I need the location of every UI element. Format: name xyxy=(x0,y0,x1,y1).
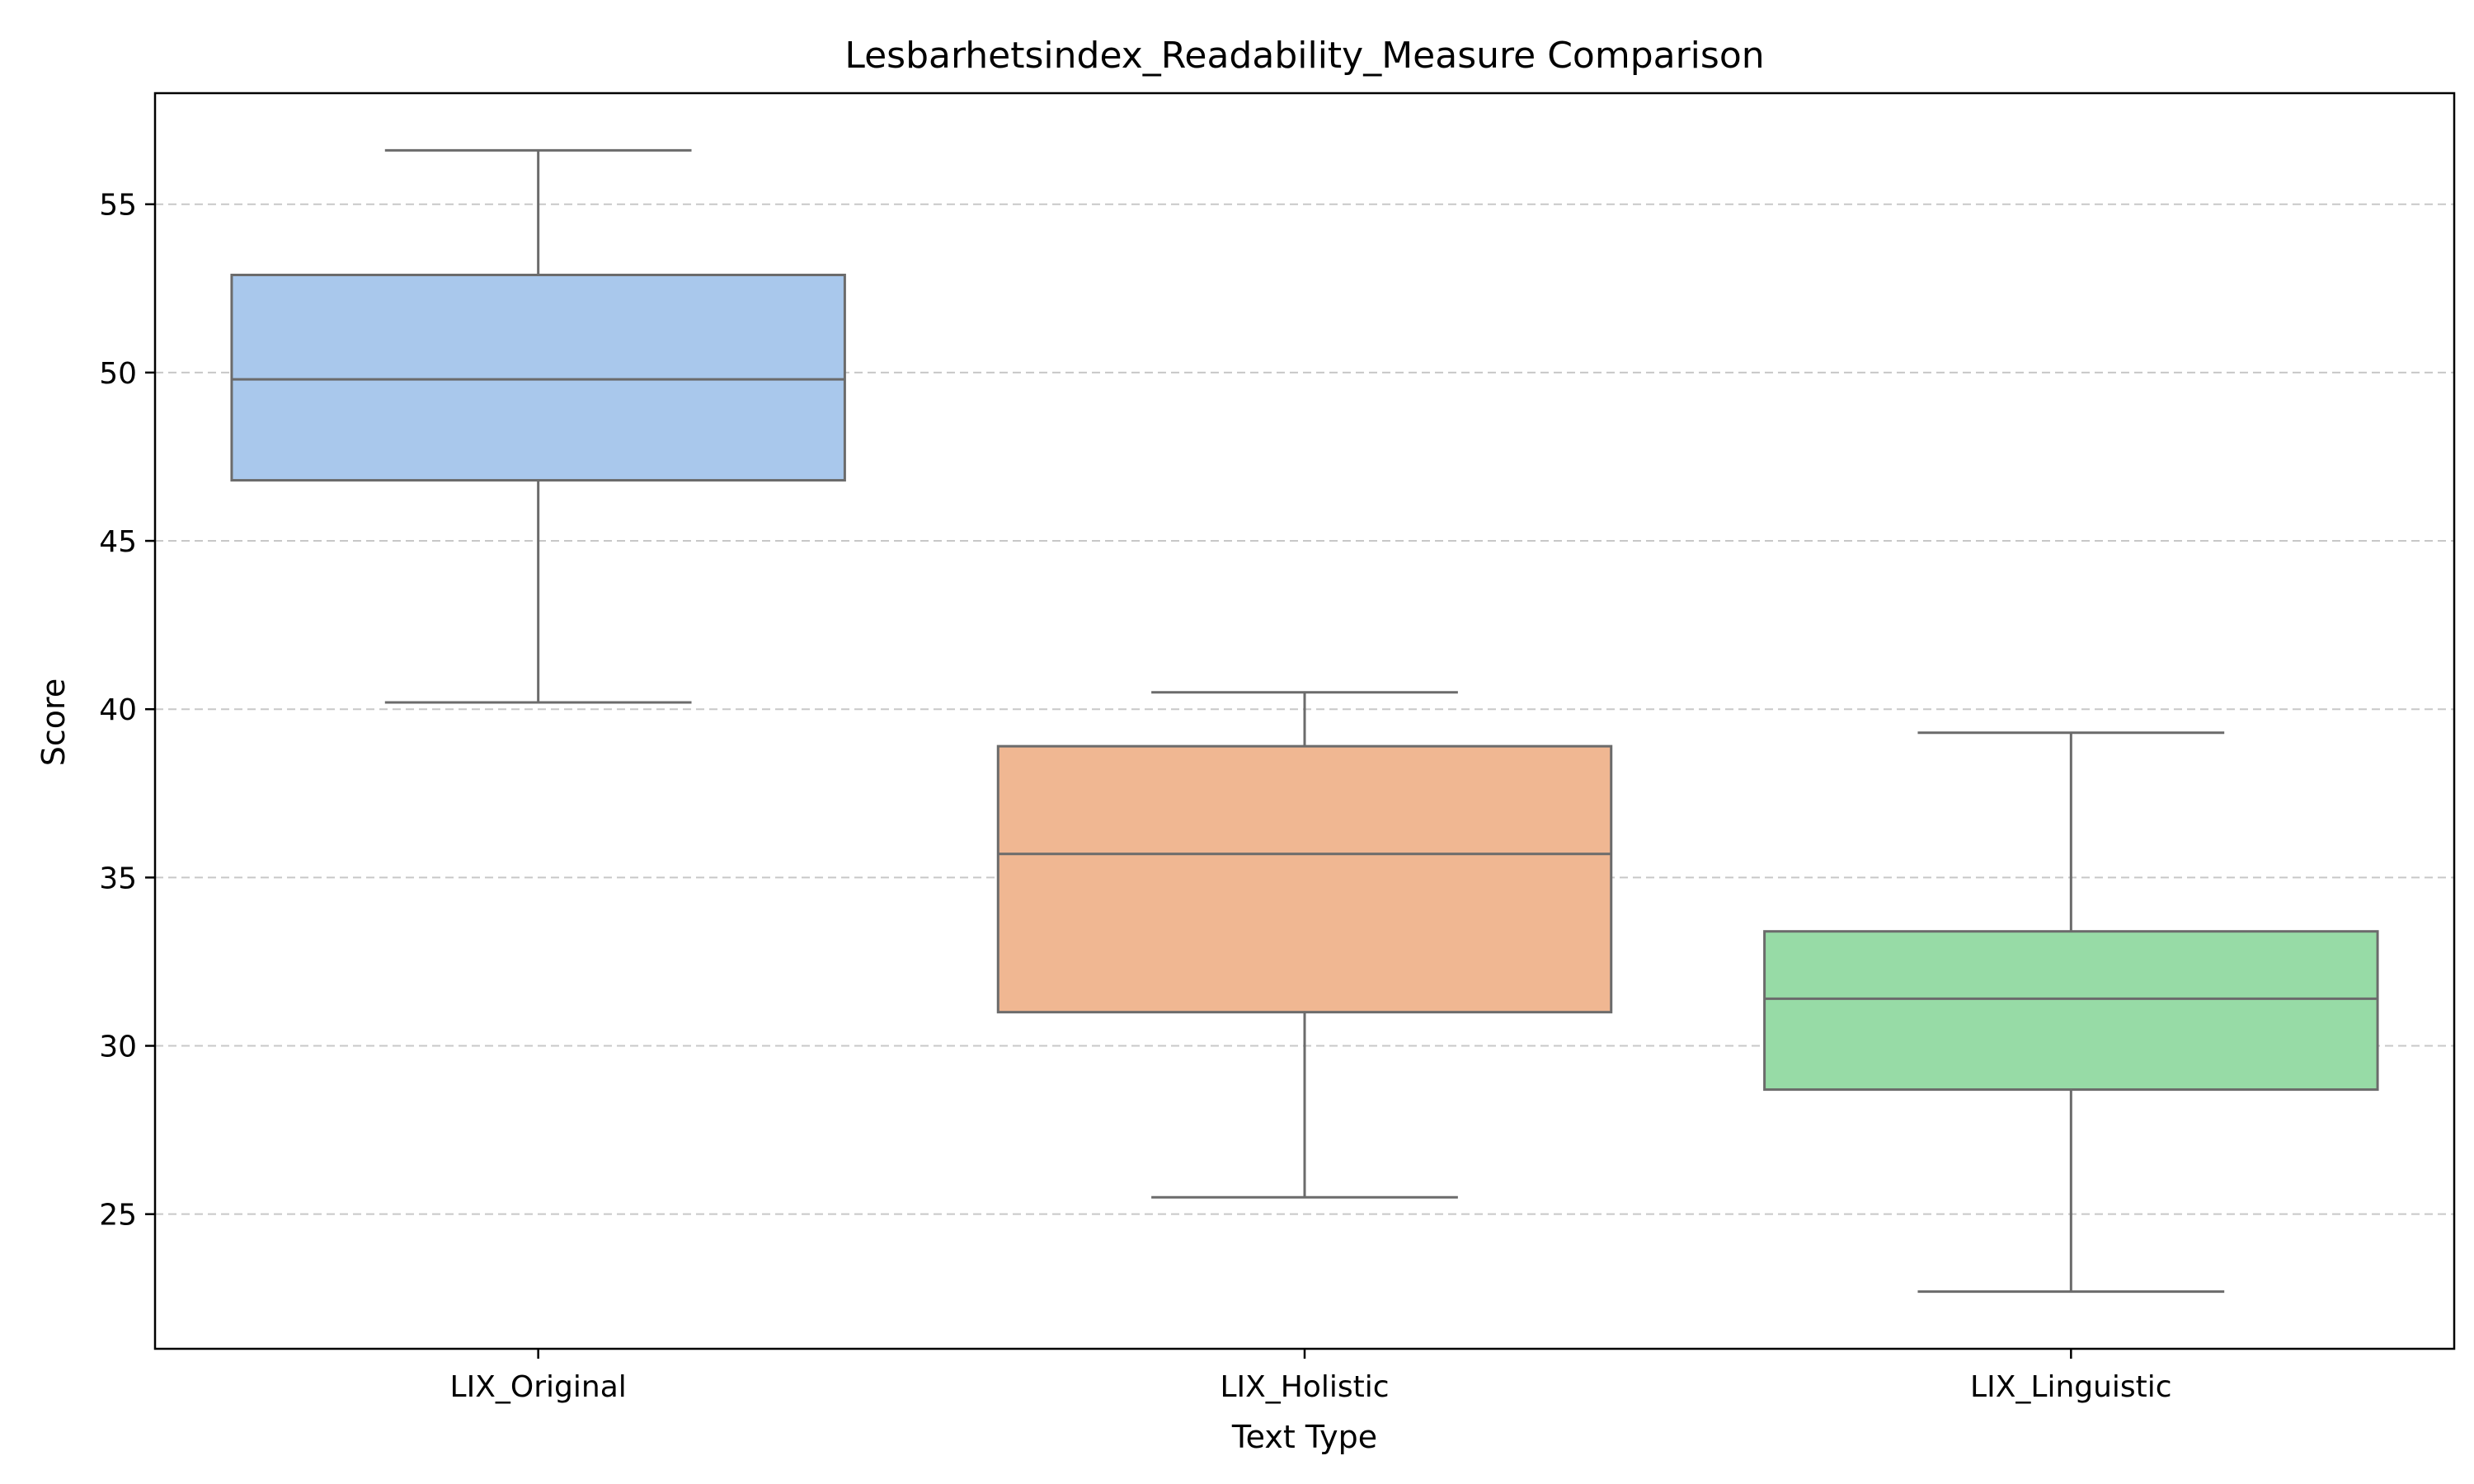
box-LIX_Holistic xyxy=(996,691,1613,1199)
x-tick-label: LIX_Linguistic xyxy=(1970,1370,2172,1404)
iqr-box xyxy=(996,744,1613,1014)
y-tick-label: 50 xyxy=(99,357,137,391)
box-LIX_Original xyxy=(230,148,846,704)
y-tick-label: 30 xyxy=(99,1031,137,1064)
iqr-box xyxy=(230,273,846,482)
x-axis-ticks: LIX_Original LIX_Holistic LIX_Linguistic xyxy=(450,1349,2172,1404)
x-tick-label: LIX_Original xyxy=(450,1370,627,1404)
y-tick-label: 45 xyxy=(99,525,137,559)
chart-title: Lesbarhetsindex_Readability_Measure Comp… xyxy=(844,35,1764,77)
iqr-box xyxy=(1763,930,2379,1092)
y-tick-label: 40 xyxy=(99,693,137,727)
x-axis-label: Text Type xyxy=(1231,1419,1377,1455)
box-series xyxy=(230,148,2379,1294)
y-axis-ticks: 25 30 35 40 45 50 55 xyxy=(99,189,155,1233)
y-tick-label: 35 xyxy=(99,862,137,895)
y-axis-label: Score xyxy=(35,679,72,766)
y-tick-label: 55 xyxy=(99,189,137,223)
box-LIX_Linguistic xyxy=(1763,731,2379,1294)
y-tick-label: 25 xyxy=(99,1199,137,1233)
x-tick-label: LIX_Holistic xyxy=(1220,1370,1389,1404)
